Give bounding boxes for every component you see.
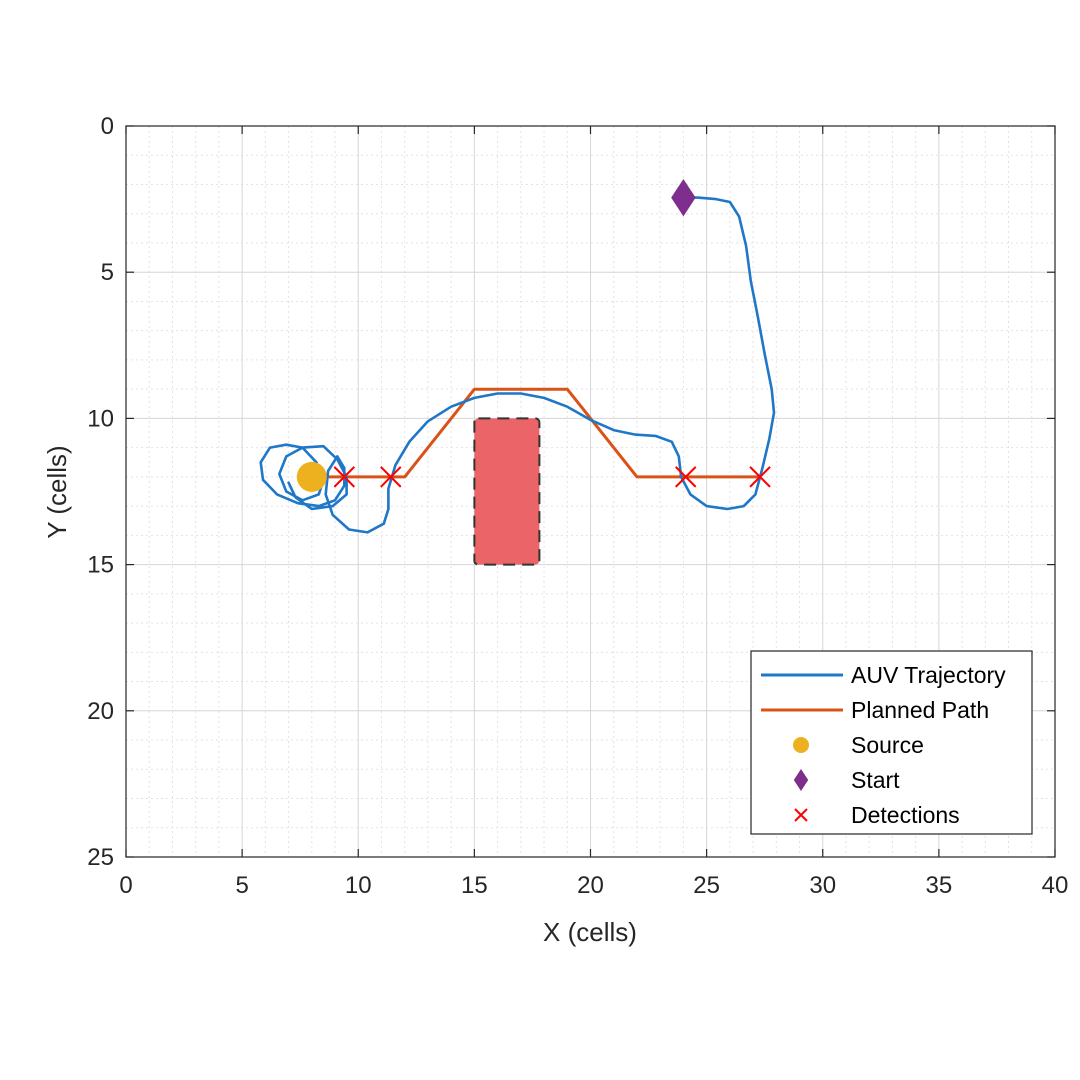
- legend-swatch-detections: [794, 808, 808, 822]
- tick-marks: [125, 125, 1056, 858]
- y-tick-label: 15: [87, 552, 114, 579]
- plot-content: [259, 178, 776, 566]
- x-tick-label: 15: [461, 872, 488, 899]
- x-axis-label: X (cells): [543, 917, 637, 947]
- legend-label-source: Source: [851, 732, 924, 758]
- x-tick-label: 10: [345, 872, 372, 899]
- start-marker: [671, 178, 696, 217]
- y-axis-label: Y (cells): [42, 445, 72, 538]
- y-tick-label: 5: [101, 259, 114, 286]
- legend-label-planned-path: Planned Path: [851, 697, 989, 723]
- y-tick-label: 10: [87, 405, 114, 432]
- detection-marker: [675, 466, 697, 488]
- legend-label-detections: Detections: [851, 802, 960, 828]
- x-tick-label: 0: [119, 872, 132, 899]
- legend-swatch-start: [793, 769, 809, 791]
- y-tick-labels: 0 5 10 15 20 25: [87, 113, 114, 871]
- legend-label-auv-trajectory: AUV Trajectory: [851, 662, 1006, 688]
- x-tick-labels: 0 5 10 15 20 25 30 35 40: [119, 872, 1068, 899]
- detection-marker: [380, 466, 402, 488]
- x-tick-label: 30: [809, 872, 836, 899]
- x-tick-label: 40: [1042, 872, 1069, 899]
- x-tick-label: 5: [235, 872, 248, 899]
- x-tick-label: 25: [693, 872, 720, 899]
- y-tick-label: 25: [87, 844, 114, 871]
- detection-marker: [333, 466, 356, 488]
- legend-swatch-source: [793, 737, 809, 753]
- y-tick-label: 0: [101, 113, 114, 140]
- auv-trajectory-line: [259, 196, 776, 534]
- markers: [296, 178, 771, 492]
- obstacle: [473, 417, 541, 566]
- x-tick-label: 35: [926, 872, 953, 899]
- legend-label-start: Start: [851, 767, 900, 793]
- legend: AUV Trajectory Planned Path Source Start Det…: [750, 650, 1033, 835]
- x-tick-label: 20: [577, 872, 604, 899]
- minor-grid: [126, 126, 1055, 857]
- detection-marker: [749, 466, 771, 488]
- y-tick-label: 20: [87, 698, 114, 725]
- source-marker: [296, 461, 327, 492]
